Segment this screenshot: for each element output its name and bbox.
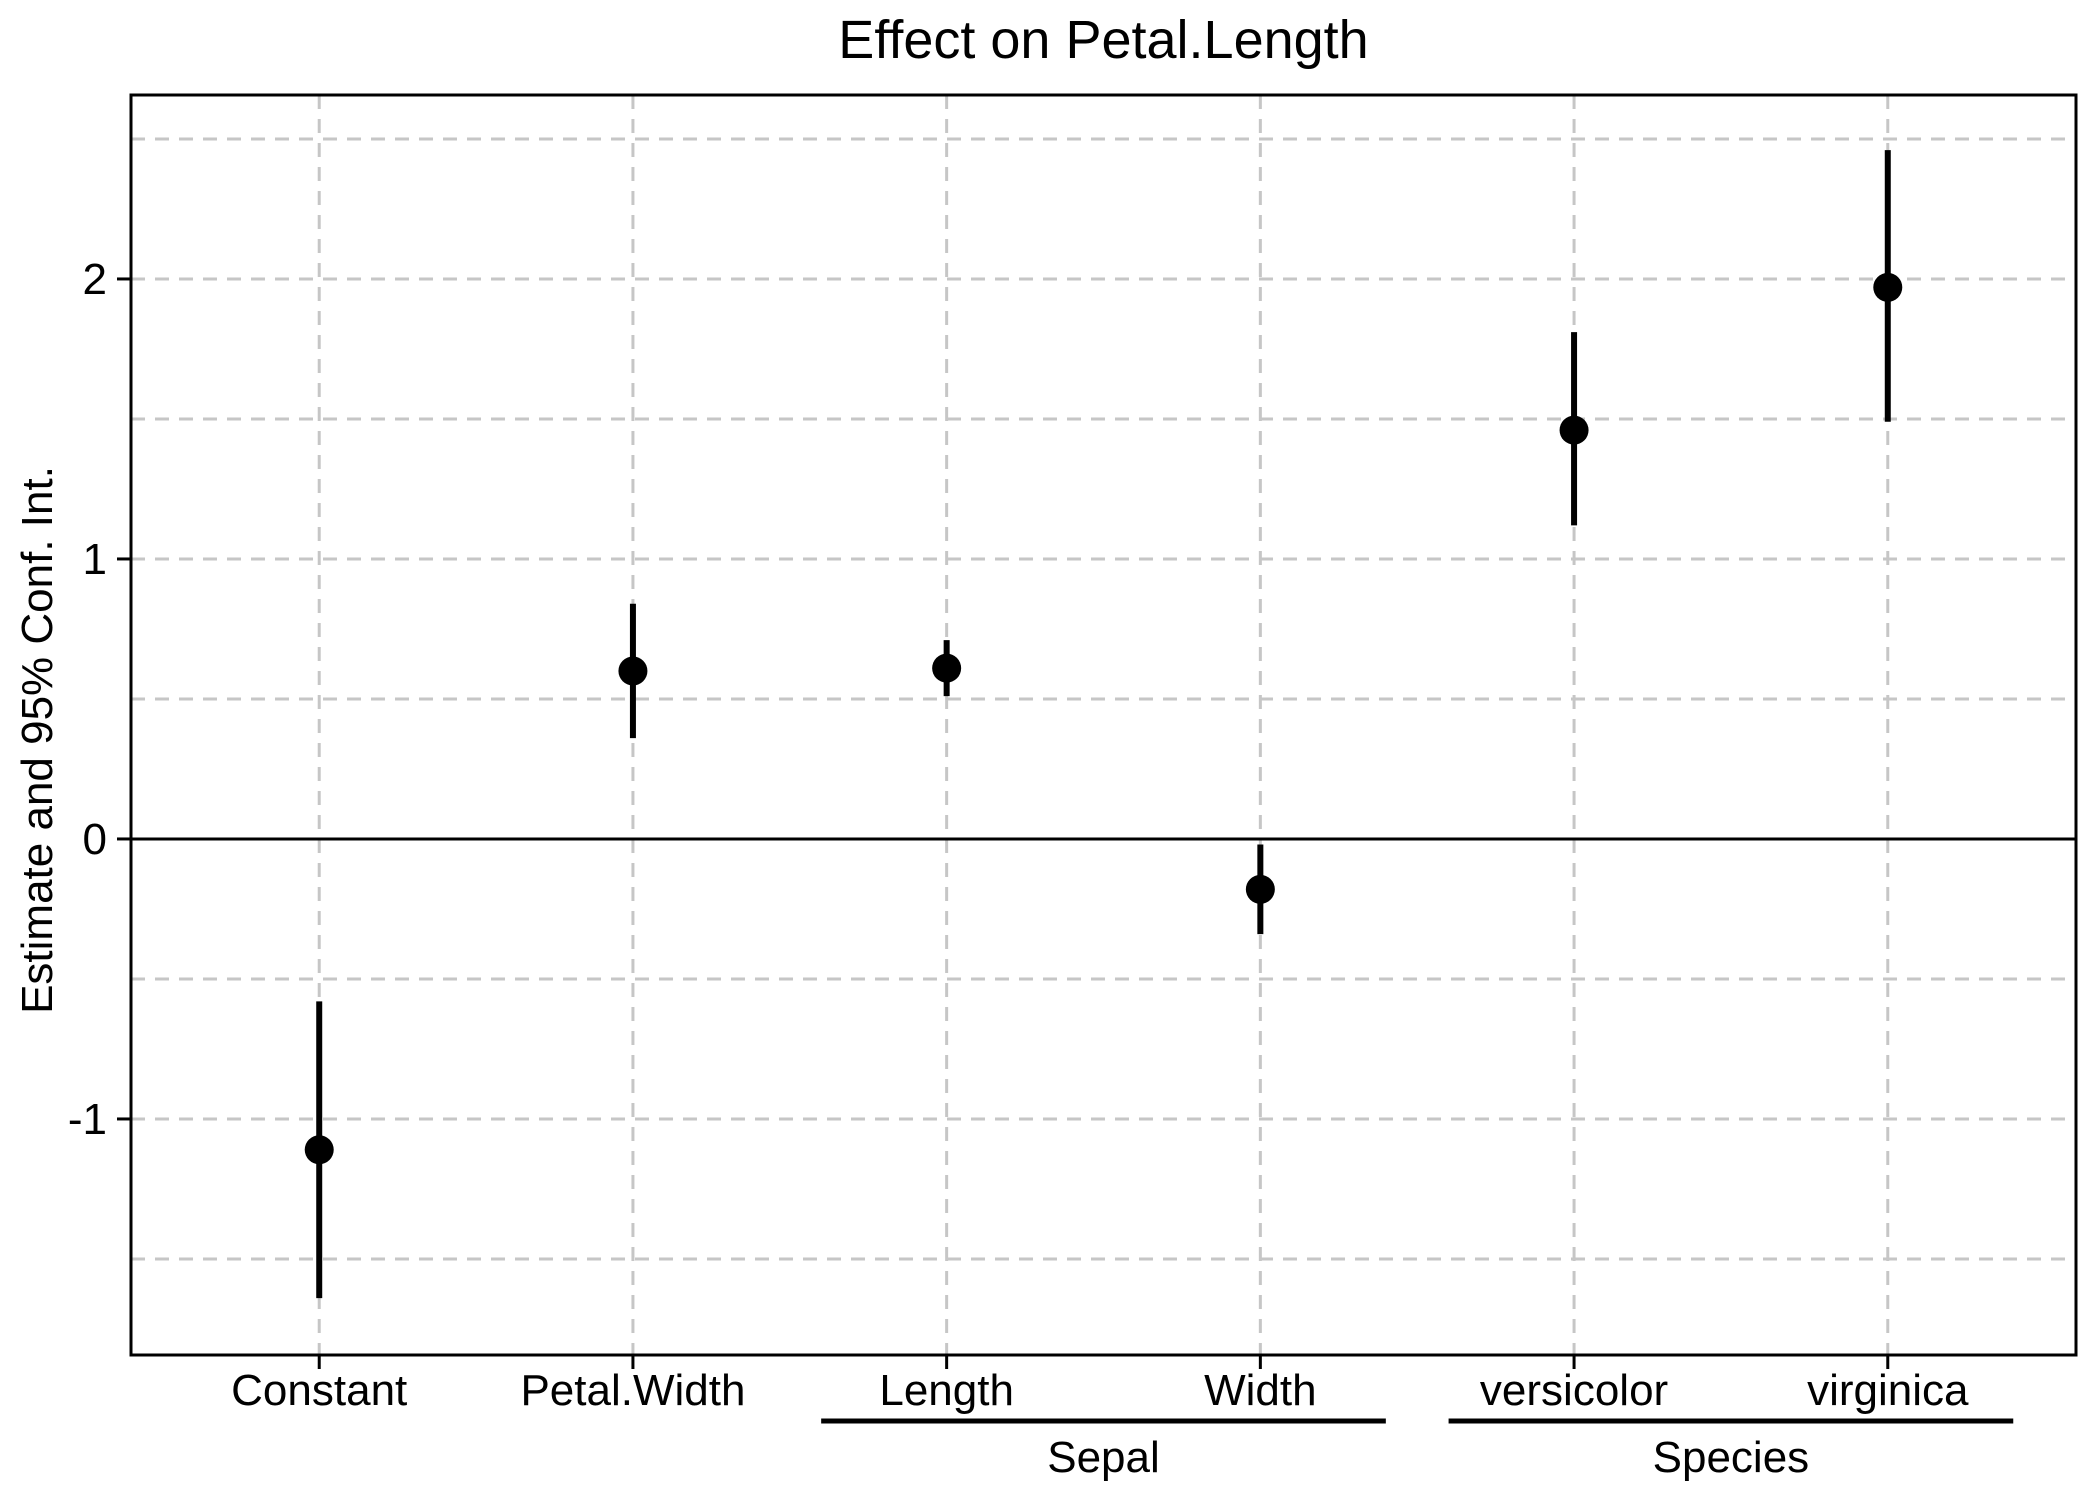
estimate-point-versicolor (1559, 415, 1589, 445)
y-tick-label: 2 (83, 255, 107, 304)
y-axis-title: Estimate and 95% Conf. Int. (13, 466, 62, 1014)
estimate-point-virginica (1873, 272, 1903, 302)
estimate-point-width (1245, 874, 1275, 904)
y-tick-label: -1 (68, 1095, 107, 1144)
estimate-point-petal-width (618, 656, 648, 686)
annotation-layer: Sepal Species (821, 1418, 2014, 1482)
data-layer (304, 150, 1903, 1299)
estimate-point-length (932, 653, 962, 683)
x-tick-label-versicolor: versicolor (1480, 1366, 1668, 1415)
group-label-species: Species (1653, 1433, 1810, 1482)
x-tick-label-length: Length (879, 1366, 1014, 1415)
grid-layer (131, 95, 2076, 1355)
estimate-point-constant (304, 1135, 334, 1165)
y-tick-label: 1 (83, 535, 107, 584)
chart-title: Effect on Petal.Length (838, 10, 1368, 70)
x-tick-label-constant: Constant (231, 1366, 407, 1415)
x-tick-label-virginica: virginica (1807, 1366, 1969, 1415)
axis-layer: 2 1 0 -1 Constant Petal.Width Length Width versi… (68, 93, 2078, 1415)
panel-border (129, 93, 2078, 1357)
x-tick-label-width: Width (1204, 1366, 1316, 1415)
group-label-sepal: Sepal (1047, 1433, 1160, 1482)
x-tick-label-petal-width: Petal.Width (520, 1366, 745, 1415)
y-tick-label: 0 (83, 815, 107, 864)
